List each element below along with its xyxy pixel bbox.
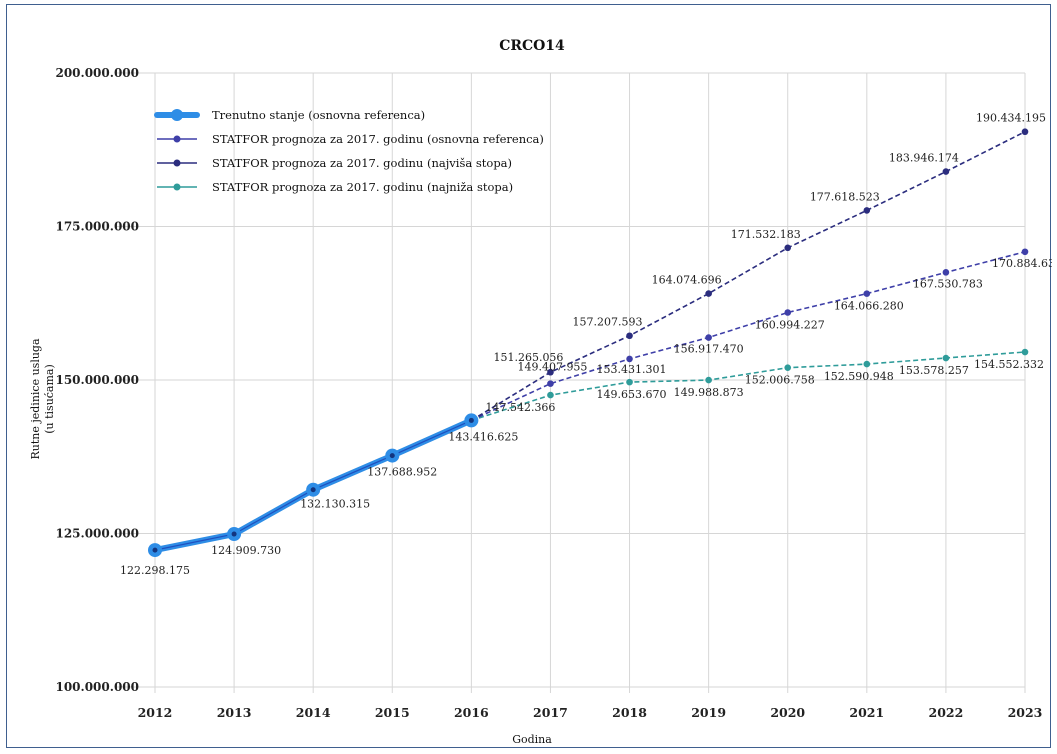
x-tick-label: 2021 — [849, 705, 884, 720]
data-point — [863, 290, 871, 297]
data-label: 124.909.730 — [211, 544, 281, 557]
data-point — [863, 360, 871, 368]
data-point — [547, 380, 554, 387]
legend-swatch-marker — [171, 109, 183, 121]
legend-swatch-marker — [173, 183, 181, 191]
data-point — [784, 244, 792, 252]
legend-item: STATFOR prognoza za 2017. godinu (najviš… — [157, 156, 512, 170]
y-axis-label-line-2: (u tisućama) — [43, 364, 56, 434]
series-line — [471, 351, 1026, 422]
series-line — [471, 251, 1026, 422]
data-label: 152.590.948 — [824, 370, 894, 383]
data-label: 149.407.955 — [517, 361, 587, 374]
data-point — [942, 168, 950, 175]
data-label: 153.431.301 — [597, 363, 667, 376]
data-label: 190.434.195 — [976, 112, 1046, 125]
data-label: 156.917.470 — [674, 343, 744, 356]
legend-item: STATFOR prognoza za 2017. godinu (osnovn… — [157, 132, 544, 146]
legend-label: Trenutno stanje (osnovna referenca) — [212, 108, 425, 122]
legend-label: STATFOR prognoza za 2017. godinu (najniž… — [212, 180, 513, 194]
data-label: 153.578.257 — [899, 364, 969, 377]
data-label: 137.688.952 — [367, 466, 437, 479]
line-chart: CRCO14 100.000.000 125.000.000 150.000.000… — [29, 38, 1052, 746]
legend-swatch-marker — [173, 159, 181, 167]
data-label: 160.994.227 — [755, 318, 825, 331]
x-tick-label: 2017 — [533, 705, 568, 720]
data-point — [626, 355, 633, 363]
data-point — [547, 368, 554, 376]
series-line — [470, 130, 1026, 422]
data-point-core — [152, 547, 158, 553]
legend-item: Trenutno stanje (osnovna referenca) — [154, 108, 425, 122]
x-tick-label: 2012 — [138, 705, 173, 720]
y-axis-ticks: 100.000.000 125.000.000 150.000.000 175.000… — [55, 66, 139, 694]
x-tick-label: 2023 — [1008, 705, 1043, 720]
legend-label: STATFOR prognoza za 2017. godinu (osnovn… — [212, 132, 544, 146]
data-label: 154.552.332 — [974, 358, 1044, 371]
data-label: 177.618.523 — [810, 190, 880, 203]
series-statfor-prognoza-za-2017-godinu-najni-a-stopa- — [471, 348, 1029, 422]
data-label: 151.265.056 — [493, 351, 563, 364]
data-label: 132.130.315 — [300, 498, 370, 511]
data-point-core — [310, 487, 316, 493]
data-label: 170.884.630 — [992, 257, 1052, 270]
data-point — [705, 376, 712, 384]
y-axis-label-line-1: Rutne jedinice usluga — [29, 338, 42, 460]
y-tick-label: 175.000.000 — [55, 220, 139, 234]
legend-swatch-marker — [173, 135, 181, 143]
data-point-core — [468, 417, 474, 423]
data-point — [1021, 248, 1029, 256]
chart-title: CRCO14 — [499, 38, 565, 54]
data-label: 147.542.366 — [485, 401, 555, 414]
series-trenutno-stanje-osnovna-referenca- — [148, 413, 479, 558]
x-axis-ticks: 2012 2013 2014 2015 2016 2017 2018 2019 2020 2021… — [138, 705, 1043, 720]
y-tick-label: 100.000.000 — [55, 680, 139, 694]
series-layer — [148, 128, 1029, 558]
data-point — [705, 334, 712, 341]
data-label: 122.298.175 — [120, 564, 190, 577]
chart-frame: CRCO14 100.000.000 125.000.000 150.000.000… — [6, 4, 1052, 748]
data-point — [942, 354, 950, 362]
legend: Trenutno stanje (osnovna referenca) STATF… — [154, 108, 544, 194]
x-tick-label: 2019 — [691, 705, 726, 720]
data-label: 157.207.593 — [573, 316, 643, 329]
x-tick-label: 2013 — [217, 705, 252, 720]
data-label: 143.416.625 — [448, 430, 518, 443]
data-label: 183.946.174 — [889, 152, 959, 165]
y-tick-label: 200.000.000 — [55, 66, 139, 80]
legend-item: STATFOR prognoza za 2017. godinu (najniž… — [157, 180, 513, 194]
x-tick-label: 2020 — [770, 705, 805, 720]
data-point — [942, 269, 950, 276]
legend-label: STATFOR prognoza za 2017. godinu (najviš… — [212, 156, 512, 170]
data-point-core — [231, 531, 237, 537]
data-label: 164.074.696 — [652, 274, 722, 287]
x-tick-label: 2015 — [375, 705, 410, 720]
x-axis-label: Godina — [512, 733, 552, 746]
data-point — [784, 364, 792, 371]
data-point — [784, 309, 792, 316]
data-label: 164.066.280 — [834, 300, 904, 313]
data-point-core — [389, 453, 395, 459]
data-label: 152.006.758 — [745, 374, 815, 387]
y-tick-label: 125.000.000 — [55, 527, 139, 541]
data-point — [547, 391, 554, 399]
data-point — [1021, 128, 1029, 136]
data-label: 171.532.183 — [731, 228, 801, 241]
x-tick-label: 2016 — [454, 705, 489, 720]
data-point — [705, 290, 712, 297]
series-statfor-prognoza-za-2017-godinu-osnovna-referenca- — [471, 248, 1029, 422]
data-label: 149.988.873 — [674, 386, 744, 399]
data-label: 167.530.783 — [913, 277, 983, 290]
x-tick-label: 2018 — [612, 705, 647, 720]
data-labels: 122.298.175 124.909.730 132.130.315 137.688… — [120, 112, 1052, 577]
y-tick-label: 150.000.000 — [55, 373, 139, 387]
series-statfor-prognoza-za-2017-godinu-najvi-a-stopa- — [470, 128, 1029, 422]
data-point — [626, 332, 633, 340]
data-point — [863, 207, 871, 214]
data-label: 149.653.670 — [597, 388, 667, 401]
data-point — [1021, 348, 1029, 356]
x-tick-label: 2014 — [296, 705, 331, 720]
x-tick-label: 2022 — [929, 705, 964, 720]
data-point — [626, 378, 633, 386]
